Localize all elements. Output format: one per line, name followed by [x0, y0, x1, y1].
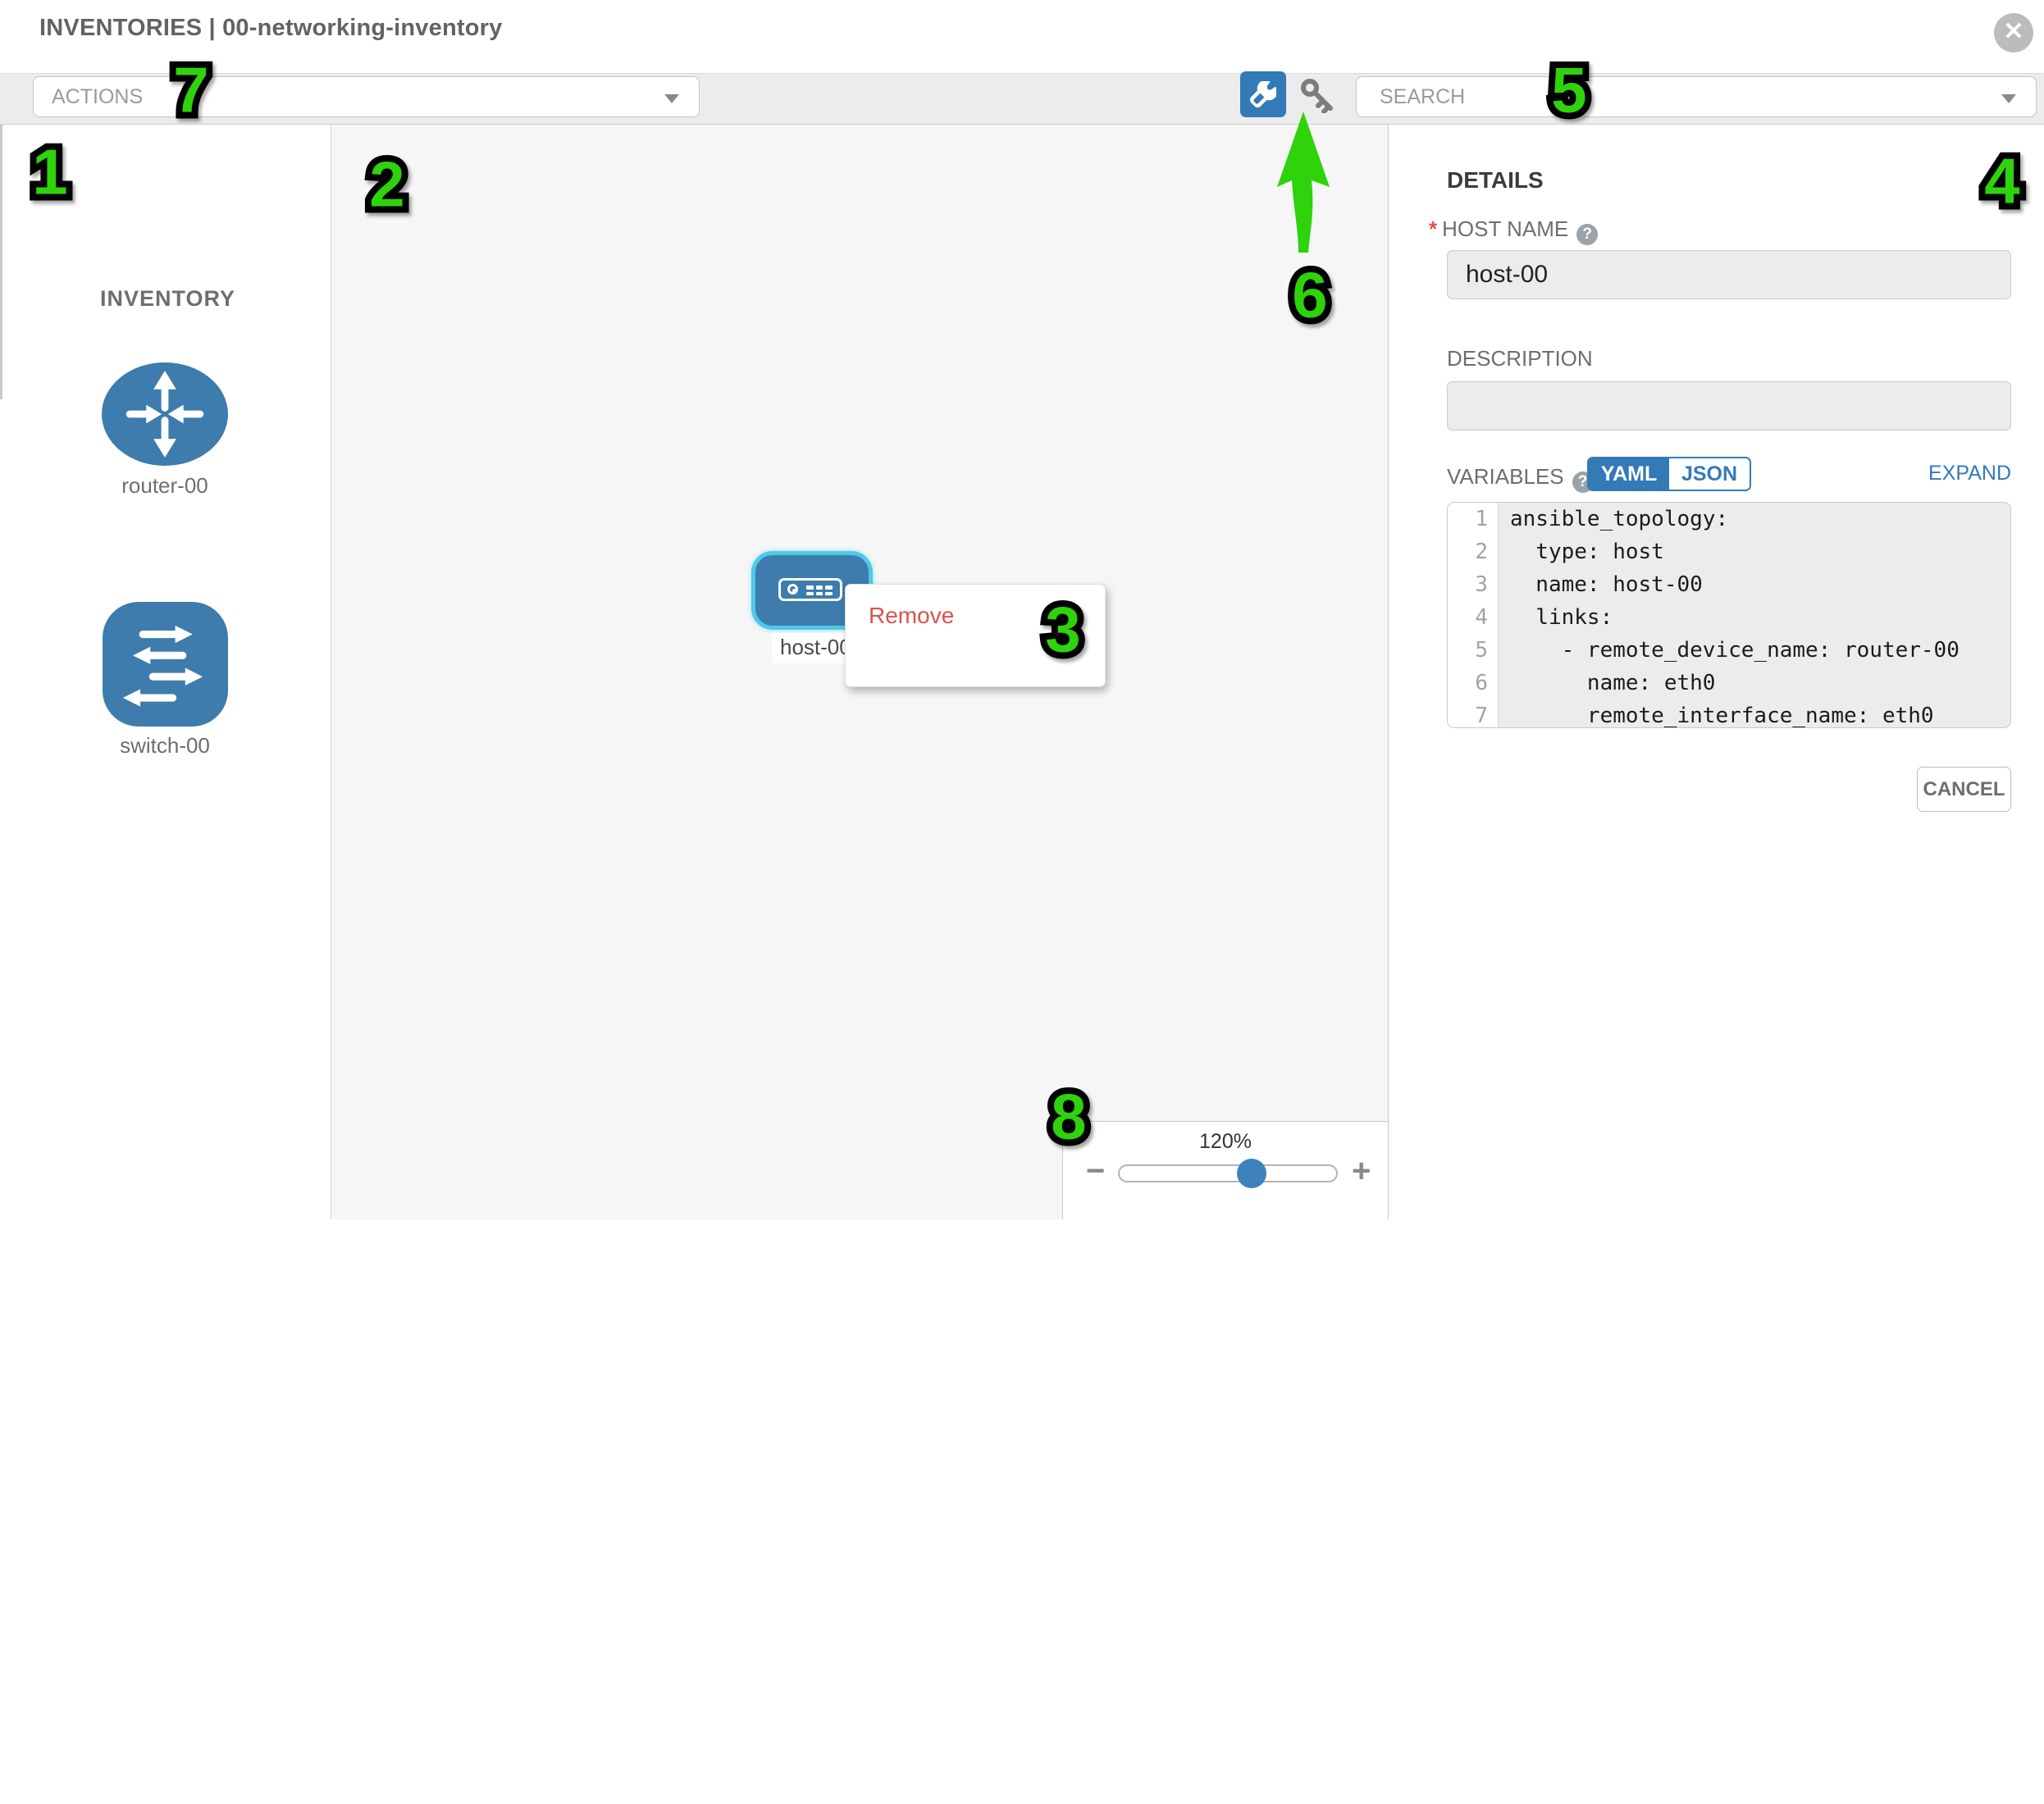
key-icon: [1298, 77, 1338, 113]
variables-code-editor[interactable]: 1 ansible_topology: 2 type: host 3 name: …: [1447, 502, 2011, 728]
switch-device-icon[interactable]: [103, 602, 228, 727]
router-device-icon[interactable]: [102, 362, 228, 466]
host-node-label: host-00: [772, 633, 860, 663]
description-input[interactable]: [1447, 381, 2011, 430]
zoom-control: 120% − +: [1062, 1121, 1388, 1219]
cancel-button[interactable]: CANCEL: [1917, 767, 2011, 812]
tab-json[interactable]: JSON: [1669, 458, 1750, 490]
configure-wrench-button[interactable]: [1240, 71, 1286, 117]
annotation-3: 3: [1045, 593, 1081, 667]
switch-label: switch-00: [120, 733, 210, 758]
host-name-label: * HOST NAME?: [1429, 216, 1599, 245]
actions-dropdown-label: ACTIONS: [52, 85, 144, 108]
context-menu-remove[interactable]: Remove: [869, 603, 955, 628]
host-server-icon: [778, 578, 842, 601]
zoom-level: 120%: [1199, 1130, 1252, 1153]
description-label: DESCRIPTION: [1447, 346, 1593, 371]
details-panel-title: DETAILS: [1447, 167, 1544, 193]
page-title: INVENTORIES | 00-networking-inventory: [39, 15, 503, 41]
chevron-down-icon: [2001, 94, 2016, 103]
expand-link[interactable]: EXPAND: [1928, 462, 2011, 485]
key-button[interactable]: [1298, 77, 1339, 113]
sidebar-title: INVENTORY: [100, 286, 236, 311]
code-line: 3 name: host-00: [1448, 568, 2010, 601]
wrench-icon: [1250, 81, 1276, 107]
toolbar: ACTIONS SEARCH: [0, 71, 2044, 125]
variables-format-toggle: YAML JSON: [1587, 457, 1751, 491]
switch-arrows-icon: [122, 625, 203, 707]
zoom-out-button[interactable]: −: [1086, 1153, 1106, 1189]
zoom-in-button[interactable]: +: [1352, 1153, 1371, 1189]
chevron-down-icon: [664, 94, 679, 103]
actions-dropdown[interactable]: ACTIONS: [33, 76, 700, 117]
help-icon[interactable]: ?: [1576, 224, 1599, 245]
router-label: router-00: [121, 473, 208, 498]
required-marker: *: [1429, 216, 1438, 241]
annotation-6: 6: [1292, 258, 1328, 333]
annotation-arrow: [1270, 105, 1344, 261]
code-line: 5 - remote_device_name: router-00: [1448, 634, 2010, 667]
code-line: 6 name: eth0: [1448, 667, 2010, 699]
sidebar-scrollbar[interactable]: [0, 125, 2, 399]
inventory-sidebar: INVENTORY router-00: [0, 125, 331, 1219]
annotation-8: 8: [1051, 1080, 1087, 1155]
code-line: 4 links:: [1448, 601, 2010, 634]
search-dropdown[interactable]: SEARCH: [1356, 76, 2037, 117]
host-name-input[interactable]: [1447, 250, 2011, 299]
header-bar: INVENTORIES | 00-networking-inventory ✕: [0, 0, 2044, 73]
annotation-2: 2: [369, 148, 405, 222]
variables-label: VARIABLES?: [1447, 464, 1594, 493]
annotation-5: 5: [1551, 53, 1587, 128]
zoom-slider[interactable]: [1118, 1159, 1338, 1188]
details-panel: DETAILS *HOST NAME? DESCRIPTION VARIABLE…: [1389, 125, 2044, 1219]
annotation-4: 4: [1984, 144, 2020, 219]
annotation-1: 1: [32, 135, 68, 210]
code-line: 1 ansible_topology:: [1448, 503, 2010, 535]
tab-yaml[interactable]: YAML: [1589, 458, 1669, 490]
annotation-7: 7: [173, 53, 209, 128]
search-dropdown-label: SEARCH: [1380, 85, 1466, 108]
variables-row: VARIABLES? YAML JSON EXPAND: [1389, 457, 2044, 493]
close-icon[interactable]: ✕: [1994, 13, 2033, 52]
topology-canvas[interactable]: host-00 Details Remove 120% − +: [331, 125, 1389, 1219]
code-line: 7 remote_interface_name: eth0: [1448, 699, 2010, 727]
router-arrows-icon: [125, 371, 204, 458]
zoom-slider-thumb[interactable]: [1237, 1159, 1266, 1188]
code-line: 2 type: host: [1448, 535, 2010, 568]
